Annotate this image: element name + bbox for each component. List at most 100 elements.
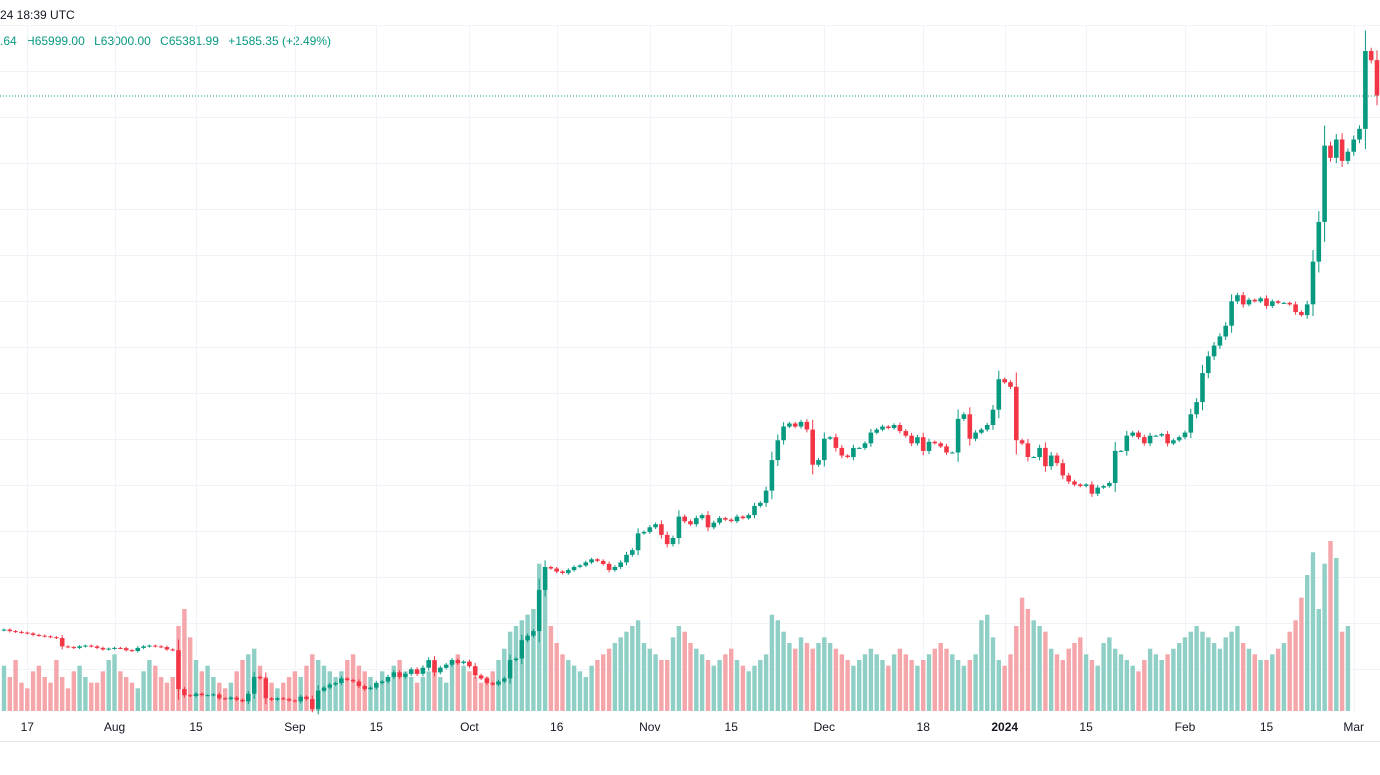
volume-bar: [1182, 637, 1188, 711]
volume-bar: [630, 626, 635, 711]
candle: [734, 514, 740, 524]
candle: [1101, 484, 1106, 489]
candle: [379, 680, 385, 685]
volume-bar: [339, 671, 344, 711]
volume-bar: [909, 660, 914, 711]
candle: [158, 645, 164, 649]
candle: [48, 635, 53, 639]
candle: [478, 673, 484, 681]
volume-bar: [734, 660, 740, 711]
volume-bar: [1293, 620, 1298, 711]
candle: [339, 676, 344, 686]
volume-bar: [827, 643, 833, 711]
candle: [426, 657, 431, 671]
volume-bar: [1153, 654, 1159, 711]
volume-bar: [36, 665, 42, 711]
time-axis[interactable]: 17 Aug 15 Sep 15 Oct 16 Nov 15 Dec 18 2024 15 Feb 15 Ma…: [21, 720, 1364, 734]
candle: [153, 644, 158, 648]
volume-bar: [926, 654, 932, 711]
volume-bar: [624, 631, 629, 711]
candle: [1182, 430, 1188, 440]
x-tick-label: Sep: [284, 720, 306, 734]
volume-bar: [153, 665, 158, 711]
volume-bar: [1270, 654, 1275, 711]
volume-bar: [374, 682, 379, 711]
volume-bar: [124, 677, 129, 711]
candle: [717, 516, 722, 525]
candle: [397, 670, 402, 679]
volume-bar: [769, 614, 775, 711]
volume-bar: [193, 660, 199, 711]
volume-bar: [705, 660, 711, 711]
candle: [525, 633, 530, 643]
candle: [391, 670, 397, 679]
grid-lines: [0, 25, 1380, 712]
candle: [129, 649, 135, 652]
volume-bar: [269, 682, 274, 711]
x-tick-label: 15: [370, 720, 384, 734]
candle: [350, 678, 356, 683]
candle: [967, 407, 973, 446]
candle: [909, 432, 914, 447]
candle: [810, 419, 815, 475]
volume-bar: [525, 614, 530, 711]
candle: [507, 654, 513, 684]
candle: [886, 425, 891, 430]
volume-bar: [1136, 671, 1141, 711]
volume-bar: [1049, 648, 1054, 711]
candle: [25, 631, 30, 635]
volume-bar: [1124, 660, 1129, 711]
volume-bar: [1107, 637, 1112, 711]
candle: [164, 645, 170, 651]
candle: [1275, 300, 1281, 305]
volume-bar: [752, 665, 757, 711]
candle: [979, 427, 984, 435]
volume-bar: [473, 677, 478, 711]
candle: [606, 561, 612, 573]
candle: [746, 513, 751, 520]
candle: [1211, 342, 1217, 360]
volume-bar: [519, 620, 524, 711]
volume-bar: [944, 648, 949, 711]
candle: [344, 677, 350, 682]
candle: [1171, 438, 1176, 445]
candle: [990, 405, 996, 430]
ohlc-legend: .64 H65999.00 L63000.00 C65381.99 +1585.…: [0, 34, 337, 48]
volume-bar: [426, 671, 431, 711]
candle: [531, 629, 536, 638]
candle: [414, 667, 420, 676]
volume-bar: [868, 648, 874, 711]
volume-bar: [798, 637, 804, 711]
candle: [566, 568, 571, 575]
volume-bar: [240, 660, 245, 711]
candle: [147, 644, 152, 648]
volume-bar: [1334, 558, 1339, 711]
volume-bar: [1322, 563, 1327, 711]
volume-bar: [897, 648, 903, 711]
candle: [251, 671, 257, 699]
volume-bar: [77, 665, 82, 711]
candle: [920, 432, 926, 456]
candle: [228, 696, 234, 701]
volume-bar: [571, 665, 577, 711]
volume-bar: [164, 682, 170, 711]
volume-bar: [659, 660, 664, 711]
candle: [327, 682, 333, 690]
volume-bar: [717, 660, 722, 711]
candle: [362, 684, 367, 691]
volume-bar: [967, 660, 972, 711]
candle: [1153, 434, 1159, 437]
candle: [1054, 452, 1060, 466]
volume-bar: [775, 620, 780, 711]
candle: [408, 667, 414, 676]
candle: [699, 513, 705, 520]
volume-bar: [1072, 643, 1077, 711]
candle: [1328, 141, 1333, 162]
candle: [13, 630, 18, 633]
candle: [1014, 372, 1019, 455]
volume-bar: [1235, 626, 1240, 711]
volume-bar: [141, 671, 146, 711]
volume-bar: [385, 677, 391, 711]
candle: [455, 658, 461, 665]
